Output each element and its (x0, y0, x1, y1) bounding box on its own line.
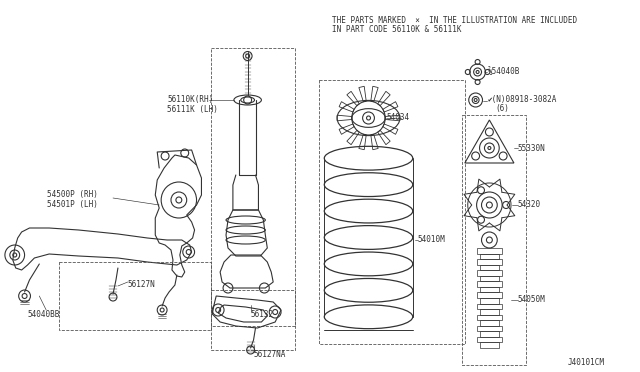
Text: J40101CM: J40101CM (568, 358, 605, 367)
Bar (59, 262, 211, 330)
Text: (6): (6) (495, 104, 509, 113)
Text: 54010M: 54010M (418, 235, 445, 244)
Text: 54034: 54034 (386, 113, 410, 122)
Bar (319, 80, 465, 344)
Text: 54500P (RH)
54501P (LH): 54500P (RH) 54501P (LH) (47, 190, 98, 209)
Text: 54050M: 54050M (518, 295, 546, 304)
Text: 55330N: 55330N (518, 144, 546, 153)
Bar (211, 48, 295, 326)
Text: IN PART CODE 56110K & 56111K: IN PART CODE 56110K & 56111K (332, 25, 461, 34)
Text: 56127NA: 56127NA (253, 350, 286, 359)
Text: ⅔54040B: ⅔54040B (488, 67, 520, 76)
Text: ✔(N)08918-3082A: ✔(N)08918-3082A (488, 95, 557, 104)
Text: 56132: 56132 (251, 310, 274, 319)
Bar (462, 115, 525, 365)
Text: 56110K(RH)
56111K (LH): 56110K(RH) 56111K (LH) (167, 95, 218, 115)
Text: THE PARTS MARKED  ×  IN THE ILLUSTRATION ARE INCLUDED: THE PARTS MARKED × IN THE ILLUSTRATION A… (332, 16, 577, 25)
Bar (211, 290, 295, 350)
Text: 56127N: 56127N (128, 280, 156, 289)
Text: 54040BB: 54040BB (28, 310, 60, 319)
Text: 54320: 54320 (518, 200, 541, 209)
